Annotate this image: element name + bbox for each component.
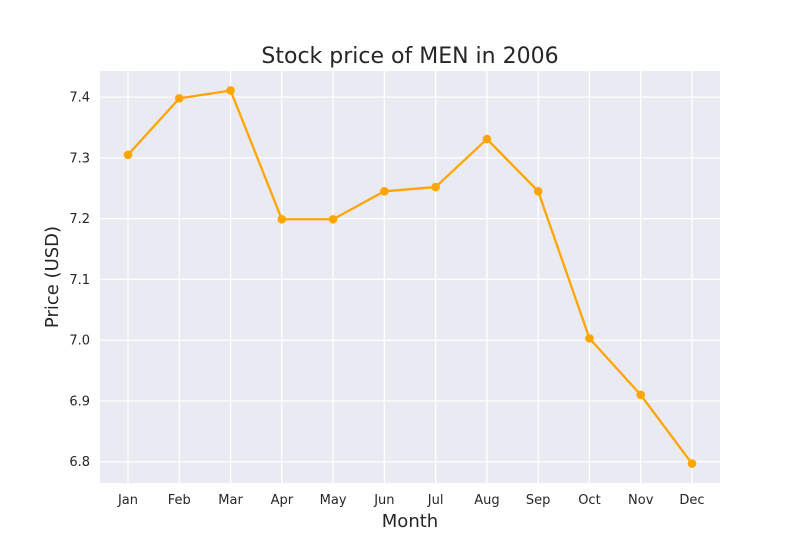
y-tick-label: 7.4	[69, 91, 90, 106]
y-tick-label: 7.2	[69, 212, 90, 227]
grid-lines	[100, 71, 720, 483]
data-point-marker	[687, 459, 697, 468]
x-tick-label: Apr	[271, 493, 294, 508]
data-point-marker	[533, 187, 543, 196]
x-tick-labels: Jan Feb Mar Apr May Jun Jul Aug Sep Oct Nov Dec	[117, 493, 705, 508]
data-point-marker	[328, 214, 338, 224]
data-point-marker	[174, 94, 184, 103]
x-tick-label: May	[320, 493, 347, 508]
data-point-marker	[277, 214, 287, 224]
series-line	[126, 89, 694, 465]
x-axis-label: Month	[382, 511, 438, 532]
data-point-marker	[123, 150, 133, 160]
chart-title: Stock price of MEN in 2006	[261, 44, 558, 69]
x-tick-label: Nov	[628, 493, 654, 508]
x-tick-label: Feb	[168, 493, 191, 508]
data-point-marker	[380, 187, 389, 196]
y-tick-label: 7.1	[69, 273, 90, 288]
data-point-marker	[431, 182, 440, 192]
x-tick-label: Mar	[218, 493, 243, 508]
x-tick-label: Aug	[474, 493, 499, 508]
data-point-markers	[123, 86, 697, 468]
y-axis-label: Price (USD)	[42, 226, 63, 328]
plot-background	[100, 71, 720, 483]
y-tick-label: 6.8	[69, 455, 90, 470]
y-tick-label: 7.3	[69, 151, 90, 166]
y-tick-label: 7.0	[69, 334, 90, 349]
data-point-marker	[636, 390, 646, 400]
data-point-marker	[226, 86, 235, 95]
x-tick-label: Dec	[679, 493, 704, 508]
y-tick-label: 6.9	[69, 394, 90, 409]
x-tick-label: Oct	[578, 493, 600, 508]
x-tick-label: Jul	[427, 493, 444, 508]
x-tick-label: Jun	[373, 493, 394, 508]
data-point-marker	[482, 134, 492, 144]
x-tick-label: Sep	[526, 493, 551, 508]
x-tick-label: Jan	[117, 493, 138, 508]
data-point-marker	[585, 334, 594, 343]
y-tick-labels: 6.8 6.9 7.0 7.1 7.2 7.3 7.4	[69, 91, 90, 471]
